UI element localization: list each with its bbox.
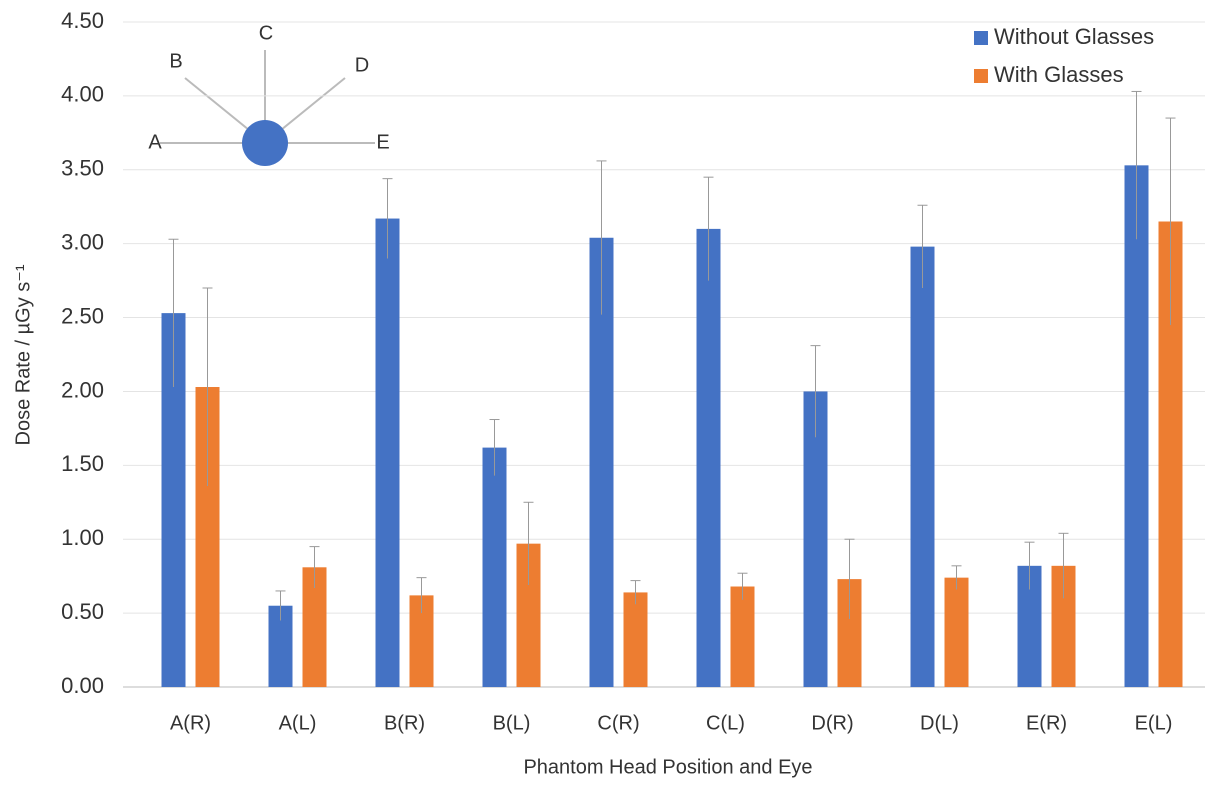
inset-label: E (376, 131, 389, 153)
bar (376, 219, 400, 687)
x-tick-label: D(L) (920, 712, 959, 734)
x-tick-label: D(R) (811, 712, 853, 734)
x-tick-label: E(R) (1026, 712, 1067, 734)
x-tick-label: B(R) (384, 712, 425, 734)
x-tick-label: C(R) (597, 712, 639, 734)
bar (697, 229, 721, 687)
y-tick-label: 4.50 (61, 8, 104, 33)
y-tick-label: 3.50 (61, 156, 104, 181)
bar (624, 592, 648, 687)
inset-label: A (148, 131, 162, 153)
y-axis-label: Dose Rate / µGy s⁻¹ (12, 264, 34, 445)
y-tick-label: 3.00 (61, 229, 104, 254)
x-tick-label: A(R) (170, 712, 211, 734)
inset-label: B (169, 50, 182, 72)
bar (911, 247, 935, 687)
y-tick-label: 4.00 (61, 82, 104, 107)
x-tick-label: B(L) (493, 712, 531, 734)
y-tick-label: 0.00 (61, 673, 104, 698)
bar (731, 587, 755, 687)
y-tick-label: 2.50 (61, 303, 104, 328)
legend-label: With Glasses (994, 62, 1124, 87)
inset-diagram (160, 50, 375, 166)
bar (483, 448, 507, 687)
legend-swatch (974, 69, 988, 83)
legend-label: Without Glasses (994, 24, 1154, 49)
y-tick-label: 0.50 (61, 599, 104, 624)
y-tick-label: 2.00 (61, 377, 104, 402)
inset-label: D (355, 54, 369, 76)
x-tick-label: C(L) (706, 712, 745, 734)
x-tick-label: E(L) (1135, 712, 1173, 734)
inset-head (242, 120, 288, 166)
y-tick-label: 1.00 (61, 525, 104, 550)
inset-label: C (259, 22, 273, 44)
bar (945, 578, 969, 687)
legend-swatch (974, 31, 988, 45)
x-axis-label: Phantom Head Position and Eye (523, 756, 812, 778)
x-tick-label: A(L) (279, 712, 317, 734)
y-tick-label: 1.50 (61, 451, 104, 476)
bar (1125, 165, 1149, 687)
chart: Dose Rate / µGy s⁻¹ Phantom Head Positio… (0, 0, 1205, 785)
